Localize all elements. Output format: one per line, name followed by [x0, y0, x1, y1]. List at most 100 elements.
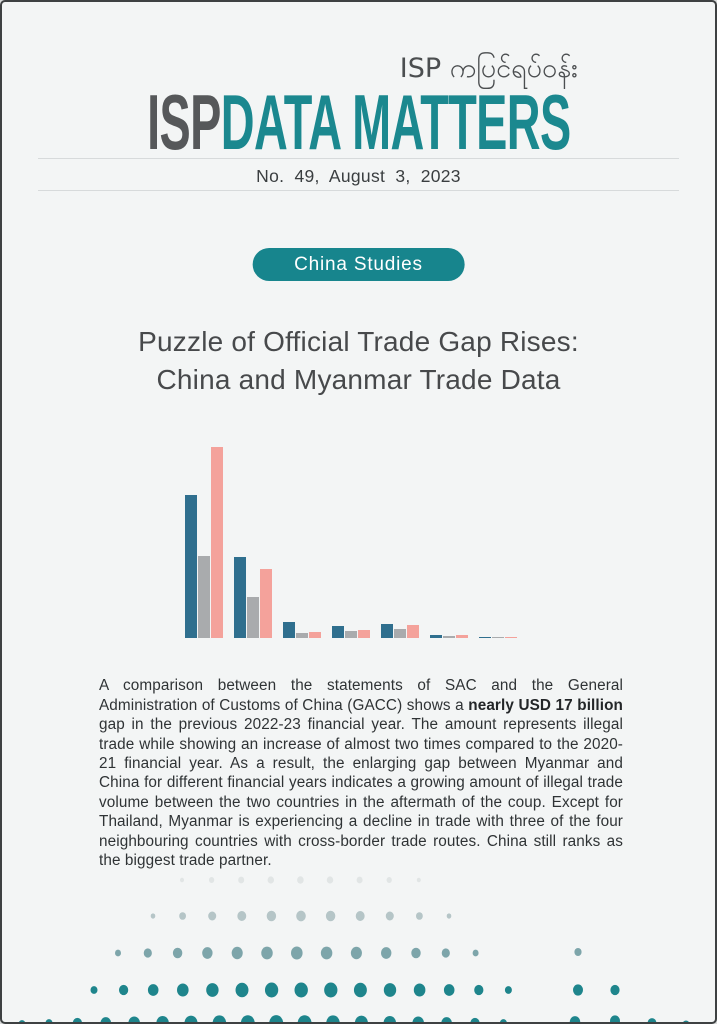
- halftone-dot: [474, 984, 484, 996]
- bar-group-2-series-teal: [234, 557, 246, 638]
- halftone-dot: [574, 947, 582, 957]
- halftone-dot: [320, 946, 333, 960]
- halftone-dot: [383, 1016, 396, 1022]
- halftone-dot: [208, 877, 215, 883]
- halftone-dot: [240, 1015, 255, 1022]
- halftone-dot: [296, 910, 306, 922]
- halftone-dot: [412, 1016, 424, 1022]
- halftone-dot: [143, 948, 152, 958]
- trade-gap-bar-chart: [185, 442, 525, 638]
- burmese-masthead: ISP ကပြင်ရပ်ဝန်း: [399, 53, 578, 84]
- issue-number-date: No. 49, August 3, 2023: [256, 166, 461, 186]
- halftone-dot: [411, 947, 421, 959]
- bar-group-5-series-teal: [381, 624, 393, 638]
- halftone-dot: [472, 949, 479, 957]
- halftone-dot: [356, 876, 363, 884]
- body-text-before-bold: A comparison between the statements of S…: [99, 677, 623, 714]
- halftone-dot: [264, 982, 279, 998]
- halftone-dot: [177, 983, 189, 997]
- bar-group-1-series-teal: [185, 495, 197, 638]
- halftone-dot: [266, 910, 277, 922]
- halftone-dot: [297, 1015, 312, 1022]
- halftone-dot: [446, 913, 452, 919]
- halftone-dot: [470, 1017, 480, 1022]
- halftone-dot: [416, 912, 423, 920]
- halftone-dot: [569, 1016, 581, 1022]
- halftone-dot: [179, 912, 186, 920]
- bar-group-4-series-salmon: [358, 630, 370, 638]
- logo-prefix-isp: ISP: [146, 78, 221, 166]
- halftone-dot: [385, 911, 394, 921]
- halftone-dot: [156, 1016, 169, 1022]
- halftone-dot: [115, 949, 121, 957]
- halftone-dot: [381, 947, 392, 959]
- halftone-dot: [269, 1015, 284, 1022]
- halftone-dot: [238, 876, 245, 884]
- halftone-dot: [325, 910, 336, 922]
- halftone-dot: [231, 946, 243, 960]
- halftone-dot: [413, 983, 426, 997]
- halftone-dot: [610, 984, 620, 996]
- halftone-dot: [386, 877, 392, 883]
- bar-group-7-series-gray: [492, 637, 504, 638]
- article-title-line-2: China and Myanmar Trade Data: [156, 364, 561, 395]
- halftone-dot: [206, 983, 219, 997]
- halftone-dot: [326, 876, 334, 884]
- halftone-dot: [610, 1015, 620, 1022]
- halftone-dot: [128, 1016, 140, 1022]
- halftone-dot: [294, 982, 308, 998]
- halftone-dot: [353, 982, 367, 998]
- bar-group-3-series-gray: [296, 633, 308, 638]
- article-title: Puzzle of Official Trade Gap Rises: Chin…: [2, 323, 715, 399]
- bar-group-6-series-teal: [430, 635, 442, 638]
- bar-group-4-series-teal: [332, 626, 344, 638]
- category-badge-china-studies: China Studies: [252, 248, 465, 281]
- halftone-dot: [350, 946, 362, 960]
- halftone-dot: [235, 982, 249, 998]
- halftone-dot: [72, 1017, 82, 1022]
- halftone-dot: [291, 946, 303, 960]
- logo-suffix-data-matters: DATA MATTERS: [220, 78, 571, 166]
- halftone-dot: [184, 1015, 198, 1022]
- body-text-after-bold: gap in the previous 2022-23 financial ye…: [99, 716, 623, 869]
- bar-group-5-series-gray: [394, 629, 406, 638]
- article-body: A comparison between the statements of S…: [99, 676, 623, 870]
- halftone-dot: [118, 984, 129, 996]
- halftone-dot: [573, 984, 583, 996]
- halftone-dot: [212, 1015, 227, 1022]
- halftone-dot: [647, 1018, 657, 1022]
- halftone-dot: [383, 983, 397, 997]
- bar-group-1-series-gray: [198, 556, 210, 638]
- halftone-dot: [172, 947, 183, 959]
- halftone-dot: [18, 1020, 26, 1022]
- halftone-dot: [354, 1015, 368, 1022]
- bar-group-7-series-teal: [479, 636, 491, 638]
- article-title-line-1: Puzzle of Official Trade Gap Rises:: [138, 326, 579, 357]
- halftone-dot: [147, 984, 159, 996]
- halftone-dot: [267, 876, 275, 884]
- body-text-bold-highlight: nearly USD 17 billion: [468, 696, 623, 714]
- halftone-dot: [180, 877, 184, 883]
- halftone-dot: [326, 1015, 340, 1022]
- halftone-dot: [683, 1020, 689, 1022]
- halftone-dot: [297, 876, 304, 884]
- halftone-dot: [500, 1019, 507, 1022]
- bar-group-3-series-teal: [283, 622, 295, 638]
- halftone-dot: [441, 1017, 452, 1022]
- halftone-dot: [100, 1017, 112, 1022]
- halftone-dot: [261, 946, 273, 960]
- bar-group-2-series-gray: [247, 597, 259, 638]
- bar-group-3-series-salmon: [309, 632, 321, 638]
- divider-bottom: [38, 190, 679, 191]
- masthead-logo: ISPDATA MATTERS: [2, 83, 715, 161]
- bar-group-6-series-salmon: [456, 635, 468, 638]
- divider-top: [38, 158, 679, 159]
- halftone-dot: [150, 913, 156, 919]
- masthead-logo-text: ISPDATA MATTERS: [147, 83, 571, 161]
- bar-group-5-series-salmon: [407, 625, 419, 638]
- halftone-dot: [45, 1019, 53, 1022]
- halftone-dot: [237, 911, 247, 921]
- halftone-dot: [324, 982, 338, 998]
- halftone-dot: [416, 877, 421, 883]
